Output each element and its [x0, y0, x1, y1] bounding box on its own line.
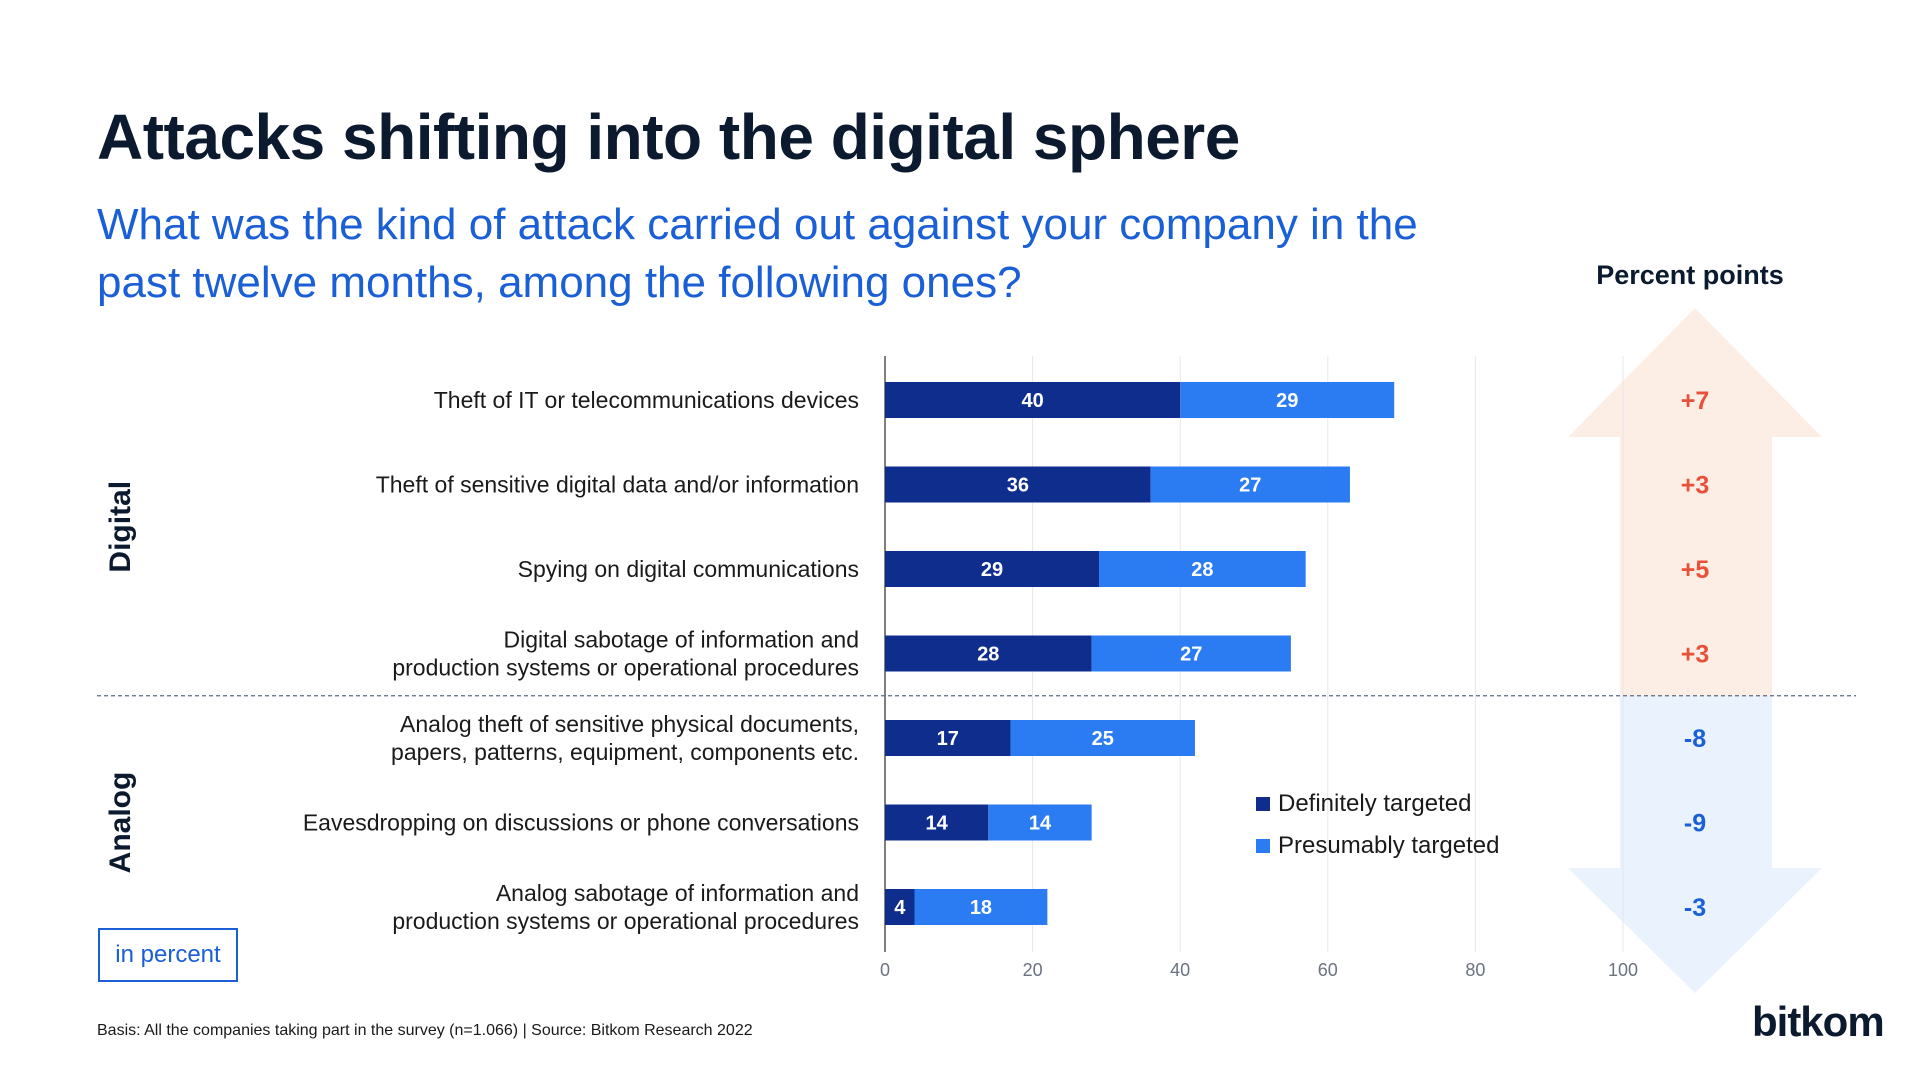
x-tick-label: 80 — [1465, 960, 1485, 980]
category-label: Spying on digital communications — [518, 556, 859, 582]
change-value: +3 — [1681, 472, 1710, 500]
category-labels: Theft of IT or telecommunications device… — [303, 387, 859, 934]
bar-value-label: 29 — [1276, 390, 1298, 412]
chart-title: Attacks shifting into the digital sphere — [97, 101, 1240, 173]
bar-definitely-targeted — [885, 889, 915, 925]
bar-value-label: 36 — [1007, 475, 1029, 497]
legend-swatch — [1256, 839, 1270, 853]
bar-presumably-targeted — [1180, 382, 1395, 418]
bar-presumably-targeted — [1150, 466, 1350, 503]
x-tick-labels: 0 20 40 60 80 100 — [880, 960, 1638, 980]
bar-presumably-targeted — [988, 804, 1092, 841]
group-labels: Digital Analog — [104, 481, 137, 873]
unit-label: in percent — [98, 928, 238, 982]
bar-presumably-targeted — [914, 889, 1048, 925]
bar-value-label: 27 — [1239, 475, 1261, 497]
bar-value-label: 25 — [1092, 728, 1114, 750]
change-value: +7 — [1681, 387, 1710, 415]
percent-points-title: Percent points — [1596, 260, 1784, 290]
chart-subtitle: What was the kind of attack carried out … — [97, 200, 1418, 307]
source-footnote: Basis: All the companies taking part in … — [97, 1022, 753, 1039]
bitkom-logo: bitkom — [1752, 998, 1885, 1045]
change-value: -3 — [1684, 894, 1706, 922]
bars: 40 29 36 27 29 28 28 27 17 25 14 14 4 18 — [885, 382, 1395, 925]
legend-entry: Presumably targeted — [1278, 832, 1499, 859]
bar-value-label: 17 — [937, 728, 959, 750]
group-label: Analog — [104, 772, 137, 874]
category-label: papers, patterns, equipment, components … — [391, 739, 859, 765]
bar-presumably-targeted — [1099, 551, 1306, 587]
category-label: Digital sabotage of information and — [504, 627, 859, 653]
bar-value-label: 14 — [926, 813, 949, 835]
bar-value-label: 29 — [981, 559, 1003, 581]
bar-value-label: 14 — [1029, 813, 1052, 835]
bar-value-label: 28 — [977, 644, 999, 666]
change-value: +5 — [1681, 556, 1710, 584]
group-label: Digital — [104, 481, 137, 573]
category-label: Analog sabotage of information and — [496, 880, 859, 906]
x-tick-label: 100 — [1608, 960, 1638, 980]
bar-presumably-targeted — [1010, 720, 1195, 756]
category-label: Theft of sensitive digital data and/or i… — [376, 472, 859, 498]
category-label: Analog theft of sensitive physical docum… — [400, 711, 859, 737]
change-value: -8 — [1684, 725, 1706, 753]
bar-value-label: 18 — [970, 897, 992, 919]
down-arrow-icon — [1568, 695, 1822, 993]
category-label: Theft of IT or telecommunications device… — [434, 387, 859, 413]
x-tick-label: 40 — [1170, 960, 1190, 980]
x-tick-label: 60 — [1318, 960, 1338, 980]
category-label: Eavesdropping on discussions or phone co… — [303, 810, 859, 836]
bar-definitely-targeted — [885, 466, 1151, 503]
bar-value-label: 40 — [1021, 390, 1043, 412]
gridlines — [97, 356, 1856, 952]
bar-value-label: 27 — [1180, 644, 1202, 666]
change-values: +7 +3 +5 +3 -8 -9 -3 — [1681, 387, 1710, 922]
bar-definitely-targeted — [885, 720, 1011, 756]
change-value: -9 — [1684, 810, 1706, 838]
legend-entry: Definitely targeted — [1278, 790, 1471, 817]
up-arrow-icon — [1568, 308, 1822, 696]
bar-definitely-targeted — [885, 551, 1100, 587]
category-label: production systems or operational proced… — [392, 655, 859, 681]
bar-definitely-targeted — [885, 382, 1181, 418]
legend: Definitely targeted Presumably targeted — [1256, 790, 1499, 859]
bar-value-label: 4 — [894, 897, 906, 919]
bar-definitely-targeted — [885, 804, 989, 841]
bar-presumably-targeted — [1091, 635, 1291, 672]
bar-value-label: 28 — [1191, 559, 1213, 581]
x-tick-label: 0 — [880, 960, 890, 980]
bar-definitely-targeted — [885, 635, 1092, 672]
category-label: production systems or operational proced… — [392, 908, 859, 934]
x-tick-label: 20 — [1023, 960, 1043, 980]
change-arrows — [1568, 308, 1822, 993]
change-value: +3 — [1681, 641, 1710, 669]
legend-swatch — [1256, 797, 1270, 811]
